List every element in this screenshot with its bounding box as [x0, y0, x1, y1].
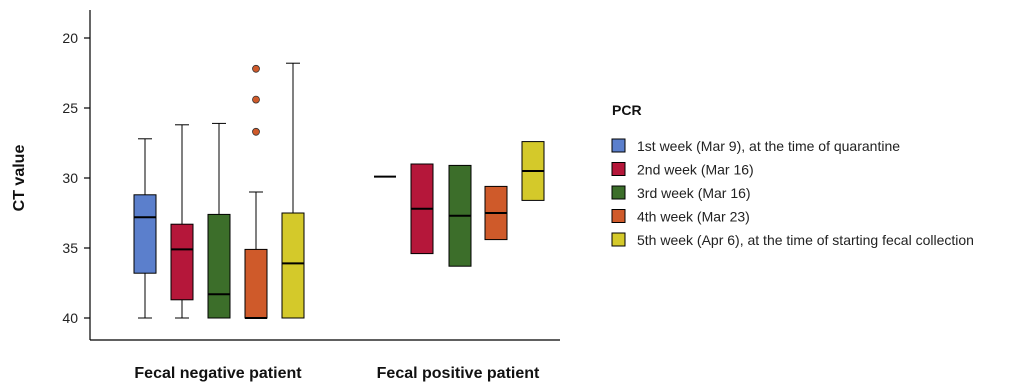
box-2-group-2 [410, 163, 434, 255]
axes [84, 10, 560, 341]
legend-label: 5th week (Apr 6), at the time of startin… [637, 232, 974, 248]
box-1-group-1 [133, 138, 157, 319]
box-2-group-1 [170, 124, 194, 319]
legend-swatch [611, 232, 626, 247]
box-body [207, 213, 231, 319]
box-body [170, 223, 194, 301]
y-tick-label: 35 [62, 240, 78, 256]
box-3-group-2 [448, 164, 472, 267]
group-label: Fecal negative patient [134, 365, 302, 382]
box-5-group-2 [521, 141, 545, 201]
legend-swatch [611, 185, 626, 200]
y-tick-label: 30 [62, 170, 78, 186]
legend-label: 1st week (Mar 9), at the time of quarant… [637, 138, 900, 154]
legend: PCR 1st week (Mar 9), at the time of quar… [611, 102, 974, 248]
axis-labels: 20 25 30 35 40 CT value Fecal negative patient… [11, 30, 540, 382]
y-axis-title: CT value [11, 145, 28, 212]
box-5-group-1 [281, 62, 305, 319]
y-tick-label: 25 [62, 100, 78, 116]
box-body [244, 248, 268, 319]
box-4-group-1 [244, 64, 268, 319]
y-tick-label: 40 [62, 310, 78, 326]
legend-swatch [611, 162, 626, 176]
legend-label: 2nd week (Mar 16) [637, 162, 754, 178]
legend-swatch [611, 138, 626, 153]
group-label: Fecal positive patient [377, 365, 540, 382]
box-body [133, 194, 157, 274]
box-body [281, 212, 305, 319]
outlier-point [252, 95, 260, 104]
box-4-group-2 [484, 185, 508, 241]
y-tick-label: 20 [62, 30, 78, 46]
outlier-point [252, 64, 260, 73]
outlier-point [252, 127, 260, 136]
legend-label: 3rd week (Mar 16) [637, 185, 751, 201]
legend-label: 4th week (Mar 23) [637, 209, 750, 225]
box-3-group-1 [207, 122, 231, 319]
legend-swatch [611, 209, 626, 223]
legend-title: PCR [612, 102, 642, 118]
box-series [133, 62, 545, 319]
